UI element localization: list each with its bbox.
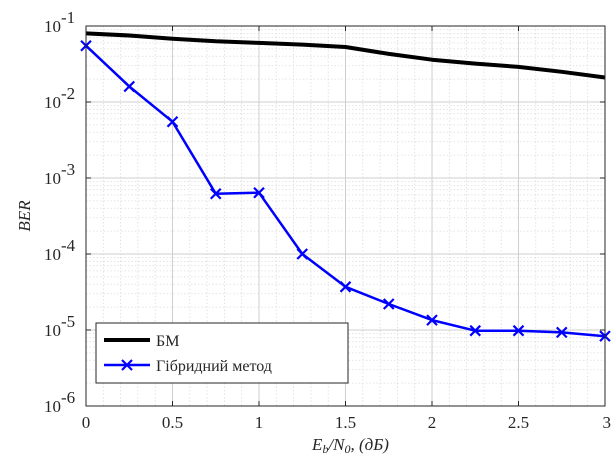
- x-tick-label: 0.5: [162, 413, 183, 432]
- x-axis-title-main: E: [311, 435, 323, 454]
- legend-label-0: БМ: [156, 333, 179, 350]
- y-tick-label-exponent: -3: [61, 160, 75, 179]
- y-tick-label: 10: [44, 245, 61, 264]
- x-tick-label: 0: [82, 413, 91, 432]
- y-tick-label-base: 10: [44, 397, 61, 416]
- y-tick-label-exponent: -1: [61, 8, 75, 27]
- y-tick-label-base: 10: [44, 321, 61, 340]
- x-tick-label: 1.5: [335, 413, 356, 432]
- y-tick-label-exponent: -4: [61, 236, 76, 255]
- y-axis-title: BER: [15, 200, 34, 232]
- x-tick-label: 3: [603, 413, 611, 432]
- y-tick-label-base: 10: [44, 169, 61, 188]
- y-tick-label-exponent: -6: [61, 388, 75, 407]
- y-tick-label-base: 10: [44, 245, 61, 264]
- x-axis-title-unit: , (дБ): [351, 435, 390, 454]
- y-tick-label: 10: [44, 93, 61, 112]
- y-tick-label: 10: [44, 169, 61, 188]
- x-tick-label: 2.5: [508, 413, 529, 432]
- x-tick-label: 2: [428, 413, 437, 432]
- y-tick-label-base: 10: [44, 17, 61, 36]
- x-axis-title-slash: /N: [327, 435, 346, 454]
- y-tick-label: 10: [44, 321, 61, 340]
- y-tick-label: 10: [44, 397, 61, 416]
- x-tick-label: 1: [255, 413, 264, 432]
- y-tick-label-exponent: -2: [61, 84, 75, 103]
- legend-label-1: Гібридний метод: [156, 358, 272, 375]
- y-tick-label: 10: [44, 17, 61, 36]
- y-tick-label-exponent: -5: [61, 312, 75, 331]
- legend: БМ Гібридний метод: [96, 323, 348, 383]
- y-tick-label-base: 10: [44, 93, 61, 112]
